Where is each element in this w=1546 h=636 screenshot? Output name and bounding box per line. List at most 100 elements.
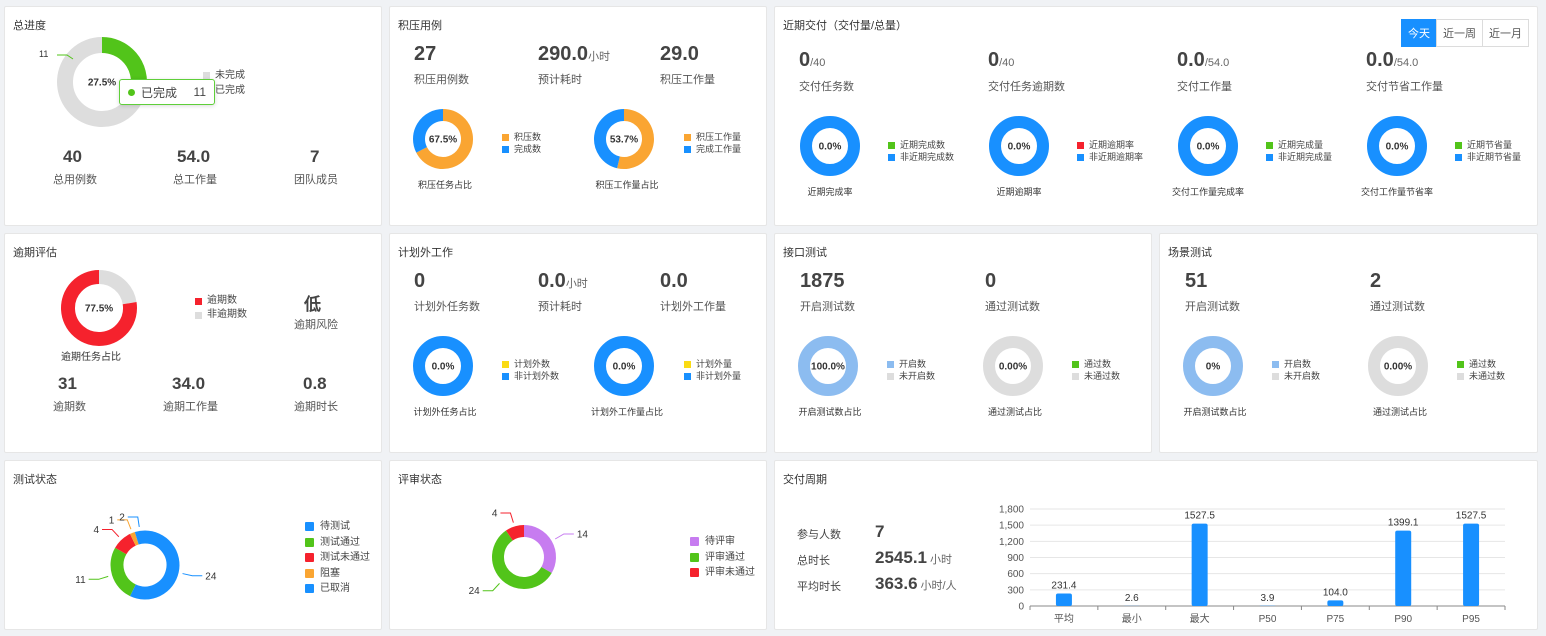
api-pass-value: 0 (985, 270, 997, 292)
donut-segment (1368, 336, 1428, 396)
legend-pass[interactable]: 通过数 (1072, 358, 1120, 370)
period-tabs: 今天 近一周 近一月 (1401, 19, 1529, 47)
backlog-work-value: 29.0 (660, 43, 699, 65)
legend-item[interactable]: 评审未通过 (690, 565, 755, 581)
backlog-card: 积压用例 27 积压用例数 290.0小时 预计耗时 29.0 积压工作量 67… (389, 6, 767, 226)
delivery-caption: 近期完成率 (807, 187, 853, 197)
backlog-count-label: 积压用例数 (414, 74, 469, 86)
x-category-label: P90 (1394, 614, 1412, 625)
legend-not-open[interactable]: 未开启数 (887, 370, 935, 382)
legend-item[interactable]: 测试通过 (305, 535, 370, 551)
unplanned-work-caption: 计划外工作量占比 (590, 407, 664, 417)
legend-label: 测试通过 (320, 536, 360, 548)
legend-item[interactable]: 近期完成量 (1266, 139, 1332, 151)
scene-open-value: 51 (1185, 270, 1208, 292)
label-leader (500, 512, 514, 523)
legend-label: 计划外数 (514, 359, 551, 369)
donut-segment (57, 37, 147, 127)
card-title: 积压用例 (398, 20, 442, 32)
delivery-stat-label: 交付任务逾期数 (988, 81, 1065, 93)
backlog-time-label: 预计耗时 (538, 74, 582, 86)
backlog-work-donut: 53.7% (594, 109, 654, 169)
legend-not-pass[interactable]: 未通过数 (1457, 370, 1505, 382)
bar (1055, 593, 1072, 606)
delivery-donut: 0.0% (989, 116, 1049, 176)
slice-label: 11 (75, 575, 86, 586)
legend-item[interactable]: 近期节省量 (1455, 139, 1521, 151)
label-leader (482, 583, 500, 592)
bar-value-label: 1399.1 (1388, 518, 1419, 529)
donut-segment (130, 532, 139, 546)
card-title: 测试状态 (13, 474, 57, 486)
tab-week[interactable]: 近一周 (1436, 19, 1483, 47)
legend-not-pass[interactable]: 未通过数 (1072, 370, 1120, 382)
legend-label: 已取消 (320, 583, 350, 594)
slice-label: 1 (109, 515, 115, 526)
legend-overdue[interactable]: 逾期数 (195, 294, 247, 308)
risk-value: 低 (304, 295, 321, 314)
donut-center-label: 100.0% (811, 362, 845, 373)
tab-today[interactable]: 今天 (1401, 19, 1437, 47)
legend-label: 开启数 (899, 359, 927, 369)
legend-label: 开启数 (1284, 359, 1312, 369)
legend-label: 未通过数 (1469, 371, 1506, 381)
y-tick-label: 1,800 (999, 505, 1024, 516)
legend-item[interactable]: 待评审 (690, 534, 755, 550)
legend-item[interactable]: 阻塞 (305, 566, 370, 582)
donut-segment (413, 336, 473, 396)
unplanned-time-value: 0.0小时 (538, 270, 588, 292)
legend-item[interactable]: 已取消 (305, 581, 370, 597)
avg-duration-label: 平均时长 (797, 581, 841, 593)
legend-planned-work[interactable]: 非计划外量 (684, 370, 741, 382)
tab-month[interactable]: 近一月 (1482, 19, 1529, 47)
participants-value: 7 (875, 522, 885, 541)
legend-item[interactable]: 近期逾期率 (1077, 139, 1143, 151)
unplanned-work-donut: 0.0% (594, 336, 654, 396)
legend-backlog-work[interactable]: 积压工作量 (684, 131, 741, 143)
donut-segment (983, 336, 1043, 396)
team-members-label: 团队成员 (294, 174, 338, 186)
legend-item[interactable]: 评审通过 (690, 550, 755, 566)
bar (1191, 523, 1208, 606)
legend-pass[interactable]: 通过数 (1457, 358, 1505, 370)
legend-unplanned-work[interactable]: 计划外量 (684, 358, 741, 370)
x-category-label: P50 (1259, 614, 1277, 625)
unplanned-work-value: 0.0 (660, 270, 688, 292)
donut-center-label: 0.00% (999, 362, 1027, 373)
legend-item[interactable]: 非近期完成量 (1266, 151, 1332, 163)
legend-item[interactable]: 待测试 (305, 519, 370, 535)
legend-open[interactable]: 开启数 (887, 358, 935, 370)
legend-backlog[interactable]: 积压数 (502, 131, 541, 143)
donut-segment (115, 533, 137, 555)
legend-label: 未开启数 (1284, 371, 1321, 381)
legend-not-overdue[interactable]: 非逾期数 (195, 308, 247, 322)
legend-unplanned[interactable]: 计划外数 (502, 358, 559, 370)
overdue-caption: 逾期任务占比 (61, 352, 121, 363)
legend-item[interactable]: 非近期节省量 (1455, 151, 1521, 163)
legend-undone[interactable]: 未完成 (203, 68, 245, 83)
backlog-time-value: 290.0小时 (538, 43, 611, 65)
bar (1327, 600, 1344, 606)
scene-open-caption: 开启测试数占比 (1183, 407, 1247, 417)
total-duration-label: 总时长 (797, 555, 830, 567)
legend-planned[interactable]: 非计划外数 (502, 370, 559, 382)
delivery-donut: 0.0% (1178, 116, 1238, 176)
label-leader (117, 519, 132, 530)
slice-label: 14 (577, 530, 589, 541)
cycle-card: 交付周期 参与人数 7 总时长 2545.1 小时 平均时长 363.6 小时/人 … (774, 460, 1538, 630)
legend-open[interactable]: 开启数 (1272, 358, 1320, 370)
legend-done-work[interactable]: 完成工作量 (684, 143, 741, 155)
legend-not-open[interactable]: 未开启数 (1272, 370, 1320, 382)
avg-duration-value: 363.6 小时/人 (875, 574, 957, 593)
backlog-work-label: 积压工作量 (660, 74, 715, 86)
legend-item[interactable]: 非近期逾期率 (1077, 151, 1143, 163)
legend-done[interactable]: 完成数 (502, 143, 541, 155)
legend-label: 评审通过 (705, 551, 745, 563)
legend-label: 非近期节省量 (1467, 152, 1522, 162)
label-leader (182, 573, 203, 577)
y-tick-label: 1,200 (999, 537, 1024, 548)
legend-item[interactable]: 测试未通过 (305, 550, 370, 566)
legend-item[interactable]: 近期完成数 (888, 139, 954, 151)
delivery-caption: 近期逾期率 (996, 187, 1042, 197)
legend-item[interactable]: 非近期完成数 (888, 151, 954, 163)
